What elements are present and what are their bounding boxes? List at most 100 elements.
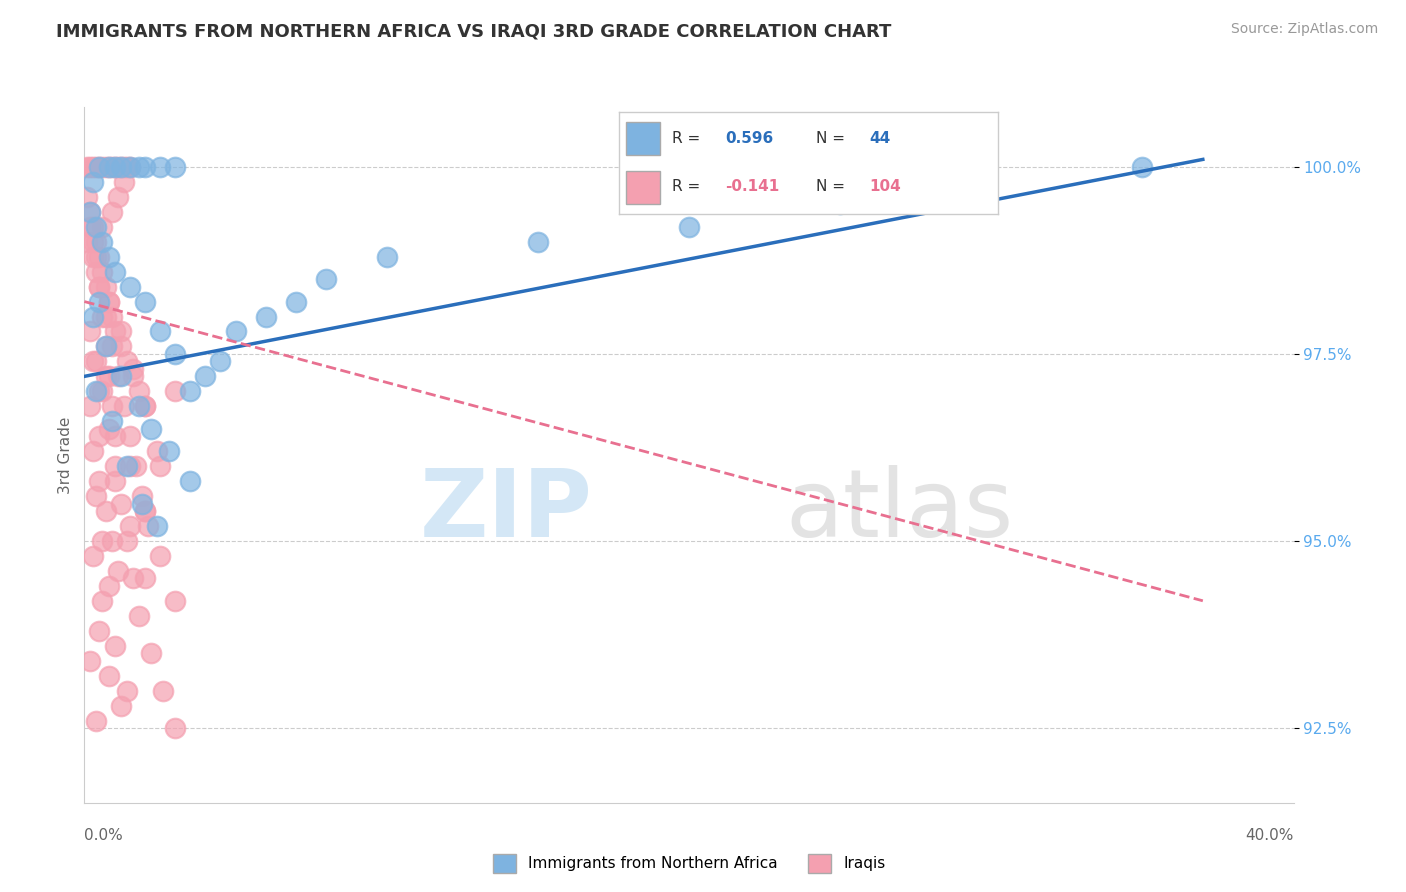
Point: [118, 459, 141, 474]
Point: [375, 250, 398, 264]
Point: [91, 384, 114, 399]
Point: [97, 250, 120, 264]
Point: [134, 571, 156, 585]
Point: [284, 294, 308, 309]
Point: [89, 160, 111, 174]
Point: [86, 160, 108, 174]
Point: [107, 369, 129, 384]
Point: [110, 339, 132, 353]
Point: [89, 429, 111, 443]
Point: [152, 683, 174, 698]
Point: [527, 235, 550, 249]
Point: [94, 339, 117, 353]
Point: [97, 668, 120, 682]
Point: [149, 160, 172, 174]
Point: [89, 384, 111, 399]
Point: [97, 160, 120, 174]
Point: [157, 444, 180, 458]
Point: [209, 354, 232, 368]
Point: [112, 160, 135, 174]
Point: [89, 294, 111, 309]
Point: [128, 384, 150, 399]
Point: [86, 265, 108, 279]
Point: [94, 369, 117, 384]
Point: [91, 594, 114, 608]
Point: [100, 310, 122, 324]
Point: [107, 160, 129, 174]
Point: [134, 399, 156, 413]
Point: [97, 369, 120, 384]
Point: [89, 279, 111, 293]
Point: [104, 325, 127, 339]
Point: [82, 250, 104, 264]
Point: [110, 497, 132, 511]
Point: [79, 654, 101, 668]
Point: [179, 384, 201, 399]
Point: [134, 504, 156, 518]
Point: [76, 235, 98, 249]
Point: [830, 197, 852, 211]
Point: [134, 294, 156, 309]
Point: [76, 190, 98, 204]
Point: [82, 160, 104, 174]
Point: [115, 533, 138, 548]
Point: [136, 519, 159, 533]
Point: [115, 160, 138, 174]
Point: [165, 594, 187, 608]
Point: [225, 325, 247, 339]
Point: [79, 204, 101, 219]
Point: [91, 160, 114, 174]
Legend: Immigrants from Northern Africa, Iraqis: Immigrants from Northern Africa, Iraqis: [486, 847, 891, 879]
Point: [82, 175, 104, 189]
Point: [115, 683, 138, 698]
Point: [97, 422, 120, 436]
Point: [110, 160, 132, 174]
Point: [76, 160, 98, 174]
Point: [107, 190, 129, 204]
Point: [254, 310, 277, 324]
Point: [165, 160, 187, 174]
Point: [97, 579, 120, 593]
Point: [97, 294, 120, 309]
Point: [79, 219, 101, 234]
Text: atlas: atlas: [786, 465, 1014, 557]
Point: [121, 571, 143, 585]
Point: [89, 250, 111, 264]
Point: [110, 698, 132, 713]
Point: [94, 310, 117, 324]
Point: [115, 459, 138, 474]
Point: [118, 519, 141, 533]
Text: R =: R =: [672, 130, 704, 145]
Point: [104, 639, 127, 653]
Point: [118, 429, 141, 443]
Point: [315, 272, 337, 286]
Point: [104, 160, 127, 174]
Point: [146, 519, 169, 533]
Point: [94, 279, 117, 293]
Point: [89, 624, 111, 638]
Text: N =: N =: [815, 130, 849, 145]
Text: IMMIGRANTS FROM NORTHERN AFRICA VS IRAQI 3RD GRADE CORRELATION CHART: IMMIGRANTS FROM NORTHERN AFRICA VS IRAQI…: [56, 22, 891, 40]
Point: [91, 235, 114, 249]
Text: 40.0%: 40.0%: [1246, 828, 1294, 843]
Point: [115, 354, 138, 368]
Point: [1130, 160, 1153, 174]
Point: [79, 399, 101, 413]
Point: [82, 549, 104, 563]
Point: [110, 369, 132, 384]
Point: [139, 646, 162, 660]
Point: [678, 219, 700, 234]
Point: [100, 399, 122, 413]
Point: [179, 474, 201, 488]
Point: [104, 429, 127, 443]
Text: N =: N =: [815, 179, 849, 194]
Y-axis label: 3rd Grade: 3rd Grade: [58, 417, 73, 493]
Point: [82, 310, 104, 324]
Point: [131, 497, 153, 511]
Point: [86, 219, 108, 234]
Point: [149, 325, 172, 339]
Point: [139, 422, 162, 436]
Text: 44: 44: [869, 130, 890, 145]
Point: [128, 608, 150, 623]
Point: [100, 160, 122, 174]
